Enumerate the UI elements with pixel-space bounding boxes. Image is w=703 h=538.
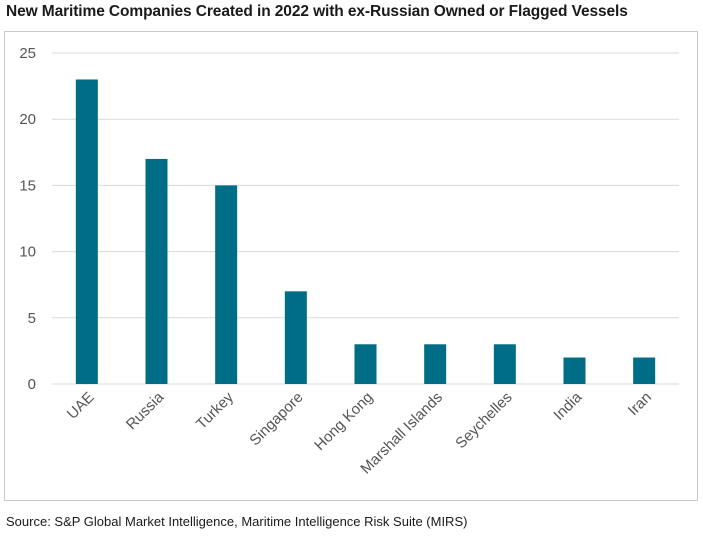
chart-frame: 0 5 10 15 20 25 UAE Russia Turkey Singapore Hong … bbox=[4, 31, 698, 501]
x-category-label: Turkey bbox=[193, 388, 237, 432]
y-axis-ticks: 0 5 10 15 20 25 bbox=[19, 45, 36, 393]
x-axis-labels: UAE Russia Turkey Singapore Hong KongMarshal… bbox=[64, 388, 655, 477]
y-tick-label: 0 bbox=[28, 376, 36, 393]
source-note: Source: S&P Global Market Intelligence, … bbox=[6, 514, 468, 529]
bars bbox=[75, 79, 656, 385]
x-category-label: Russia bbox=[123, 388, 168, 433]
bar-russia bbox=[145, 158, 168, 384]
x-category-label: UAE bbox=[64, 389, 98, 423]
x-category-label: Hong Kong bbox=[311, 389, 376, 454]
bar-hong-kong bbox=[354, 344, 377, 384]
bar-chart: 0 5 10 15 20 25 UAE Russia Turkey Singapore Hong … bbox=[19, 45, 679, 477]
bar-singapore bbox=[284, 291, 307, 384]
bar-marshall-islands bbox=[424, 344, 447, 384]
y-tick-label: 5 bbox=[28, 310, 36, 327]
y-tick-label: 10 bbox=[19, 244, 36, 261]
x-category-label: India bbox=[550, 388, 585, 423]
bar-uae bbox=[75, 79, 98, 385]
x-category-label: Seychelles bbox=[452, 389, 515, 452]
y-tick-label: 15 bbox=[19, 177, 36, 194]
y-tick-label: 25 bbox=[19, 45, 36, 62]
x-category-label: Iran bbox=[625, 389, 655, 419]
bar-seychelles bbox=[493, 344, 516, 384]
bar-iran bbox=[633, 357, 656, 384]
bar-india bbox=[563, 357, 586, 384]
x-category-label: Singapore bbox=[246, 389, 306, 449]
chart-title: New Maritime Companies Created in 2022 w… bbox=[6, 3, 628, 20]
y-tick-label: 20 bbox=[19, 111, 36, 128]
bar-turkey bbox=[215, 185, 238, 384]
